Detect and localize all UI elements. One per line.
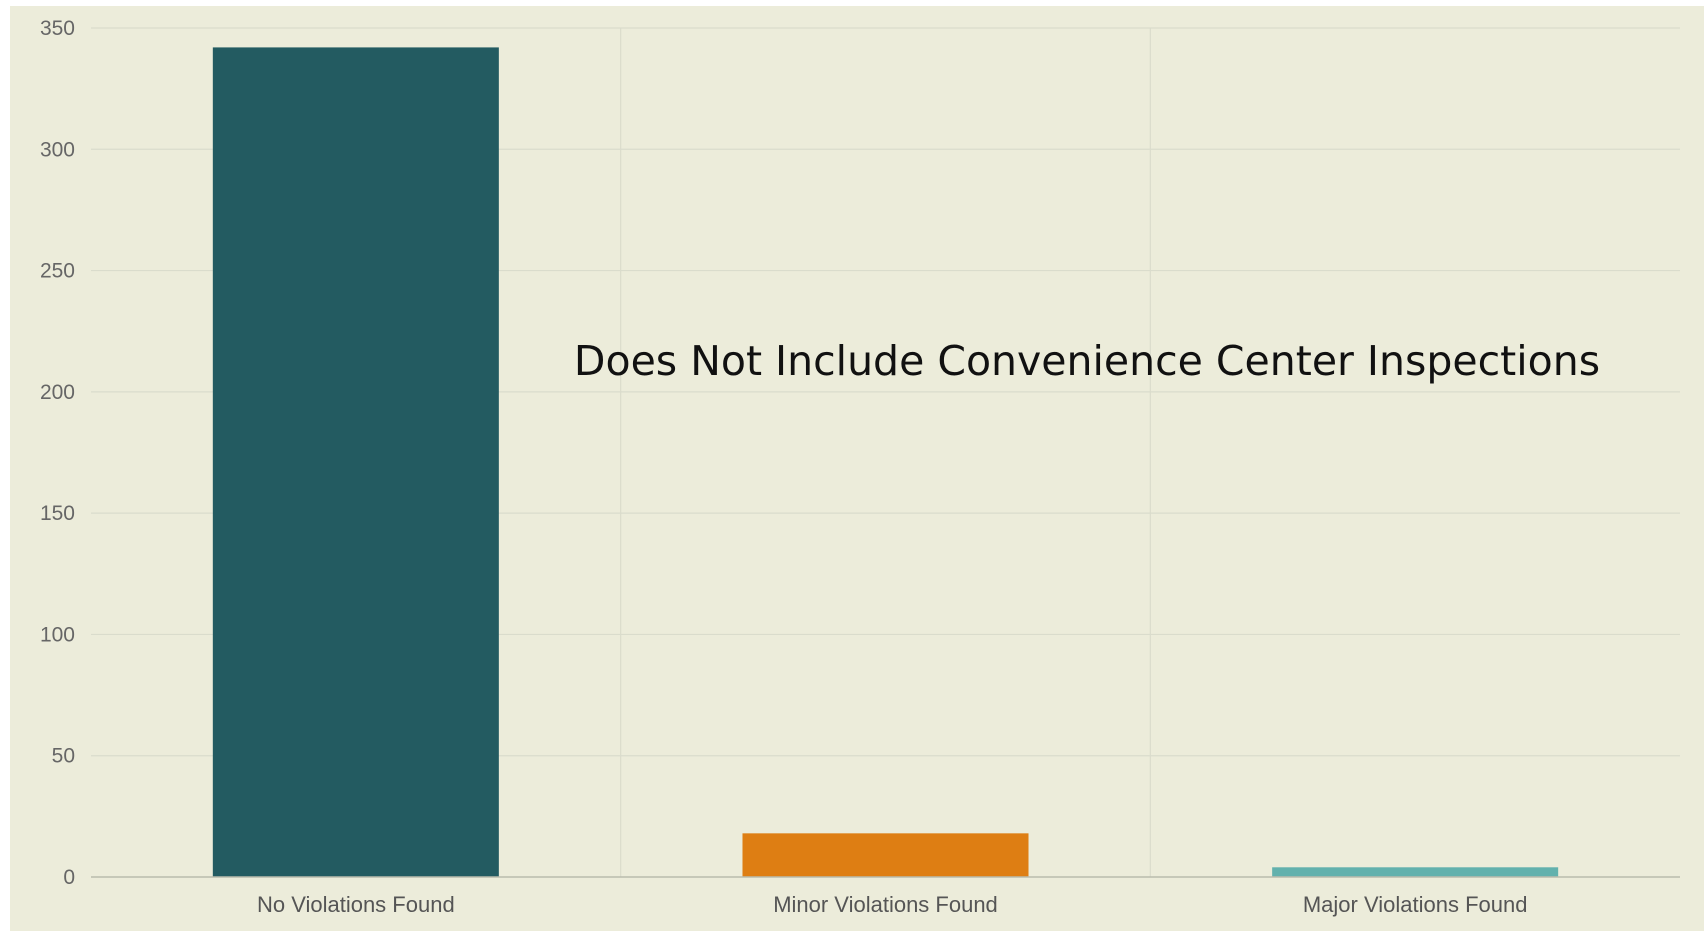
y-tick-label: 200 [40, 381, 75, 404]
y-tick-label: 150 [40, 502, 75, 525]
y-tick-label: 0 [63, 866, 75, 889]
bar-no-violations-found[interactable] [212, 47, 499, 878]
bar-major-violations-found[interactable] [1272, 867, 1559, 877]
y-tick-label: 300 [40, 138, 75, 161]
bar-minor-violations-found[interactable] [742, 833, 1029, 877]
x-category-label: Major Violations Found [1303, 892, 1528, 917]
y-axis-ticks: 0 50 100 150 200 250 300 350 [40, 17, 75, 889]
y-tick-label: 100 [40, 623, 75, 646]
x-category-label: Minor Violations Found [773, 892, 998, 917]
bars [212, 47, 1559, 878]
y-tick-label: 250 [40, 260, 75, 283]
chart-annotation: Does Not Include Convenience Center Insp… [574, 337, 1600, 385]
x-axis-labels: No Violations Found Minor Violations Foun… [257, 892, 1528, 917]
y-tick-label: 50 [52, 745, 75, 768]
x-category-label: No Violations Found [257, 892, 455, 917]
y-tick-label: 350 [40, 17, 75, 40]
